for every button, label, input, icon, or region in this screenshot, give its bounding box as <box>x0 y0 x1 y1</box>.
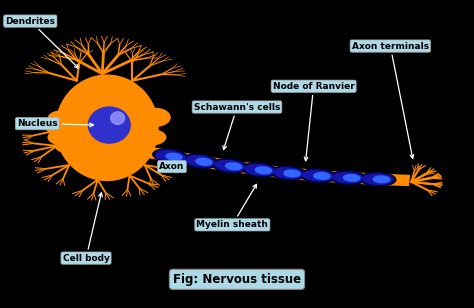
Ellipse shape <box>156 151 185 162</box>
Ellipse shape <box>87 92 127 108</box>
Ellipse shape <box>300 169 336 182</box>
Ellipse shape <box>245 164 274 175</box>
Ellipse shape <box>212 159 248 173</box>
Ellipse shape <box>255 167 272 174</box>
Ellipse shape <box>374 176 390 183</box>
Ellipse shape <box>73 144 106 157</box>
Ellipse shape <box>88 107 130 143</box>
Ellipse shape <box>109 144 141 157</box>
Ellipse shape <box>333 172 363 183</box>
Text: Fig: Nervous tissue: Fig: Nervous tissue <box>173 273 301 286</box>
Ellipse shape <box>363 174 392 184</box>
Ellipse shape <box>56 75 158 180</box>
Ellipse shape <box>226 163 242 170</box>
Polygon shape <box>149 148 410 185</box>
Text: Node of Ranvier: Node of Ranvier <box>273 82 355 161</box>
Ellipse shape <box>196 158 212 165</box>
Text: Cell body: Cell body <box>63 193 109 263</box>
Ellipse shape <box>166 153 182 160</box>
Text: Dendrites: Dendrites <box>5 17 78 68</box>
Text: Nucleus: Nucleus <box>17 119 93 128</box>
Ellipse shape <box>136 130 166 145</box>
Text: Axon terminals: Axon terminals <box>352 42 429 158</box>
Ellipse shape <box>140 108 170 126</box>
Text: Schawann's cells: Schawann's cells <box>194 103 280 150</box>
Ellipse shape <box>216 160 245 171</box>
Ellipse shape <box>314 172 330 179</box>
Ellipse shape <box>242 163 278 177</box>
Ellipse shape <box>360 172 396 186</box>
Ellipse shape <box>182 154 218 168</box>
Ellipse shape <box>55 138 88 153</box>
Ellipse shape <box>87 150 127 167</box>
Ellipse shape <box>303 170 333 181</box>
Ellipse shape <box>271 166 306 180</box>
Ellipse shape <box>48 130 78 145</box>
Ellipse shape <box>48 111 78 126</box>
Ellipse shape <box>330 171 366 184</box>
Ellipse shape <box>284 170 300 177</box>
Ellipse shape <box>63 101 98 116</box>
Ellipse shape <box>344 175 360 181</box>
Ellipse shape <box>46 121 74 135</box>
Ellipse shape <box>153 149 188 163</box>
Ellipse shape <box>110 112 125 124</box>
Ellipse shape <box>186 156 215 167</box>
Ellipse shape <box>273 168 303 178</box>
Text: Axon: Axon <box>159 162 185 171</box>
Text: Myelin sheath: Myelin sheath <box>196 184 268 229</box>
Ellipse shape <box>110 99 145 114</box>
